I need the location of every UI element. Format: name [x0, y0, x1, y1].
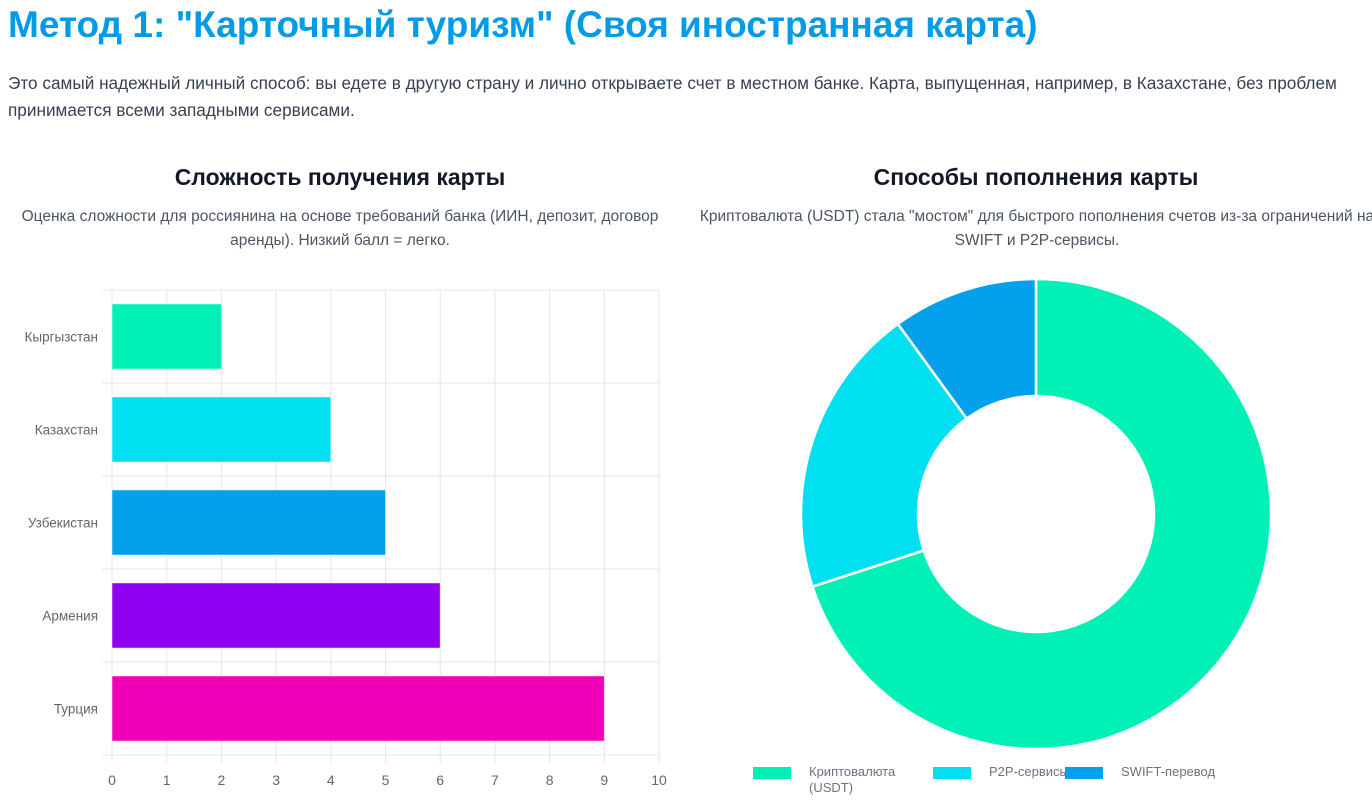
bar[interactable] — [111, 303, 222, 370]
x-tick-label: 9 — [600, 772, 608, 788]
donut-legend: Криптовалюта (USDT) P2P-сервисы SWIFT-пе… — [700, 760, 1372, 800]
slice-swift[interactable] — [896, 277, 1038, 421]
legend-swatch — [933, 767, 971, 779]
bar[interactable] — [111, 582, 441, 649]
bar[interactable] — [111, 396, 332, 463]
bar-chart-title: Сложность получения карты — [174, 164, 506, 190]
legend-item-swift[interactable]: SWIFT-перевод — [1065, 764, 1215, 780]
bar-chart-bars — [111, 303, 605, 742]
x-tick-label: 7 — [491, 772, 499, 788]
legend-item-crypto[interactable]: Криптовалюта (USDT) — [753, 764, 929, 796]
y-tick-label: Турция — [54, 702, 98, 717]
x-tick-label: 4 — [327, 772, 335, 788]
bar-chart: Кыргызстан Казахстан Узбекистан Армения Турц… — [25, 289, 667, 788]
bar-chart-x-labels: 0 1 2 3 4 5 6 7 8 9 10 — [108, 772, 667, 788]
legend-swatch — [1065, 767, 1103, 779]
x-tick-label: 6 — [436, 772, 444, 788]
intro-paragraph: Это самый надежный личный способ: вы еде… — [8, 73, 1337, 120]
y-tick-label: Армения — [42, 609, 98, 624]
bar-chart-y-labels: Кыргызстан Казахстан Узбекистан Армения Турц… — [25, 330, 99, 717]
legend-label: Криптовалюта (USDT) — [809, 764, 896, 795]
donut-chart — [799, 277, 1273, 751]
x-tick-label: 0 — [108, 772, 116, 788]
legend-label: SWIFT-перевод — [1121, 764, 1216, 779]
x-tick-label: 1 — [163, 772, 171, 788]
donut-chart-title: Способы пополнения карты — [873, 164, 1199, 190]
x-tick-label: 5 — [382, 772, 390, 788]
y-tick-label: Кыргызстан — [25, 330, 99, 345]
donut-chart-subtitle: Криптовалюта (USDT) стала "мостом" для б… — [699, 208, 1372, 249]
legend-swatch — [753, 767, 791, 779]
donut-chart-slices — [799, 277, 1273, 751]
legend-item-p2p[interactable]: P2P-сервисы — [933, 764, 1069, 780]
bar-chart-subtitle: Оценка сложности для россиянина на основ… — [21, 208, 659, 249]
page-title: Метод 1: "Карточный туризм" (Своя иностр… — [8, 4, 1038, 45]
x-tick-label: 10 — [651, 772, 667, 788]
x-tick-label: 3 — [272, 772, 280, 788]
y-tick-label: Казахстан — [35, 423, 98, 438]
y-tick-label: Узбекистан — [28, 516, 98, 531]
legend-label: P2P-сервисы — [989, 764, 1069, 779]
slice-p2p[interactable] — [799, 322, 969, 589]
bar[interactable] — [111, 675, 605, 742]
bar[interactable] — [111, 489, 386, 556]
x-tick-label: 8 — [546, 772, 554, 788]
x-tick-label: 2 — [218, 772, 226, 788]
slice-crypto[interactable] — [810, 277, 1273, 751]
